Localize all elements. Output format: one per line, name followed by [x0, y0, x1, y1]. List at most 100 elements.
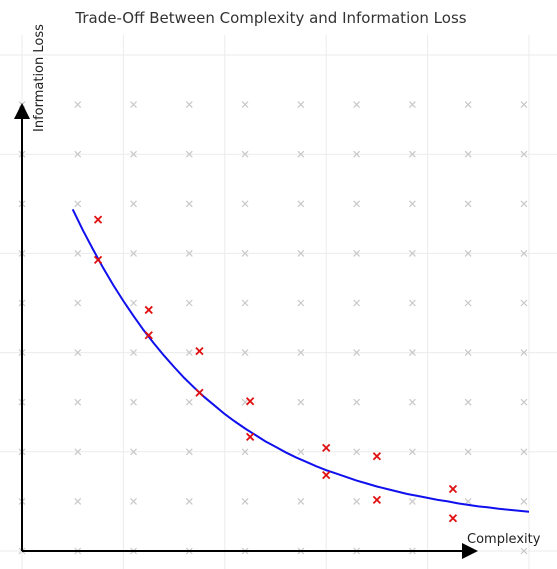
data-point	[93, 255, 103, 264]
background-mark	[408, 249, 416, 257]
background-mark	[464, 349, 472, 357]
background-mark	[353, 299, 361, 307]
data-point	[448, 514, 458, 523]
data-point	[144, 331, 153, 340]
background-mark	[408, 101, 416, 109]
background-mark	[185, 101, 193, 109]
background-mark	[464, 249, 472, 257]
data-point	[246, 397, 255, 406]
background-mark	[74, 497, 82, 505]
background-mark	[74, 101, 82, 109]
data-points	[93, 215, 458, 523]
background-mark	[353, 497, 361, 505]
background-mark	[241, 448, 249, 456]
background-mark	[185, 299, 193, 307]
background-mark	[185, 448, 193, 456]
background-mark	[520, 349, 528, 357]
background-mark	[520, 200, 528, 208]
y-axis-label: Information Loss	[32, 24, 47, 132]
background-mark	[408, 398, 416, 406]
background-mark	[241, 150, 249, 158]
background-mark	[520, 448, 528, 456]
background-mark	[520, 101, 528, 109]
background-mark	[297, 299, 305, 307]
background-mark	[241, 497, 249, 505]
background-mark	[353, 448, 361, 456]
data-point	[195, 346, 204, 356]
background-mark	[130, 150, 137, 158]
background-mark	[130, 299, 137, 307]
background-mark	[408, 150, 416, 158]
background-mark	[74, 448, 82, 456]
y-axis-arrow	[14, 103, 30, 119]
background-mark	[130, 398, 137, 406]
background-mark	[130, 249, 137, 257]
x-axis-arrow	[462, 543, 478, 559]
background-mark	[185, 497, 193, 505]
background-mark	[464, 398, 472, 406]
background-mark	[408, 299, 416, 307]
background-mark	[297, 448, 305, 456]
background-mark	[520, 299, 528, 307]
background-mark	[520, 150, 528, 158]
chart-title: Trade-Off Between Complexity and Informa…	[74, 9, 466, 27]
background-mark	[185, 398, 193, 406]
background-mark	[74, 299, 82, 307]
background-mark	[297, 200, 305, 208]
data-point	[448, 484, 458, 494]
background-mark	[74, 249, 82, 257]
background-mark	[520, 398, 528, 406]
background-mark	[353, 398, 361, 406]
data-point	[195, 388, 204, 397]
background-mark	[297, 150, 305, 158]
background-mark	[353, 349, 361, 357]
background-mark	[241, 249, 249, 257]
background-mark	[241, 349, 249, 357]
background-mark	[464, 299, 472, 307]
background-mark	[297, 497, 305, 505]
background-mark	[74, 349, 82, 357]
background-mark	[185, 349, 193, 357]
fitted-curve	[71, 208, 530, 513]
data-point	[246, 432, 255, 442]
data-point	[372, 495, 382, 505]
background-mark	[408, 448, 416, 456]
background-mark	[297, 398, 305, 406]
background-mark	[353, 200, 361, 208]
axes	[14, 103, 478, 559]
data-point	[322, 443, 331, 452]
background-mark	[130, 200, 137, 208]
background-mark	[464, 150, 472, 158]
background-mark	[241, 200, 249, 208]
data-point	[372, 452, 382, 461]
background-mark	[353, 249, 361, 257]
background-mark	[185, 200, 193, 208]
background-mark	[74, 398, 82, 406]
data-point	[93, 215, 103, 224]
background-mark	[185, 150, 193, 158]
background-mark	[520, 497, 528, 505]
background-mark	[241, 299, 249, 307]
grid-lines	[0, 35, 557, 569]
background-mark	[130, 101, 137, 109]
background-mark	[408, 200, 416, 208]
background-mark	[241, 101, 249, 109]
background-mark	[130, 448, 137, 456]
background-mark	[297, 101, 305, 109]
background-mark	[130, 497, 137, 505]
background-mark	[353, 101, 361, 109]
background-mark	[408, 349, 416, 357]
background-mark	[353, 150, 361, 158]
background-mark	[408, 497, 416, 505]
background-mark	[297, 249, 305, 257]
background-mark	[130, 349, 137, 357]
data-point	[144, 305, 153, 315]
background-mark	[297, 349, 305, 357]
x-axis-label: Complexity	[467, 532, 541, 547]
background-mark	[464, 448, 472, 456]
background-mark	[520, 547, 528, 555]
background-mark	[520, 249, 528, 257]
background-mark	[185, 249, 193, 257]
